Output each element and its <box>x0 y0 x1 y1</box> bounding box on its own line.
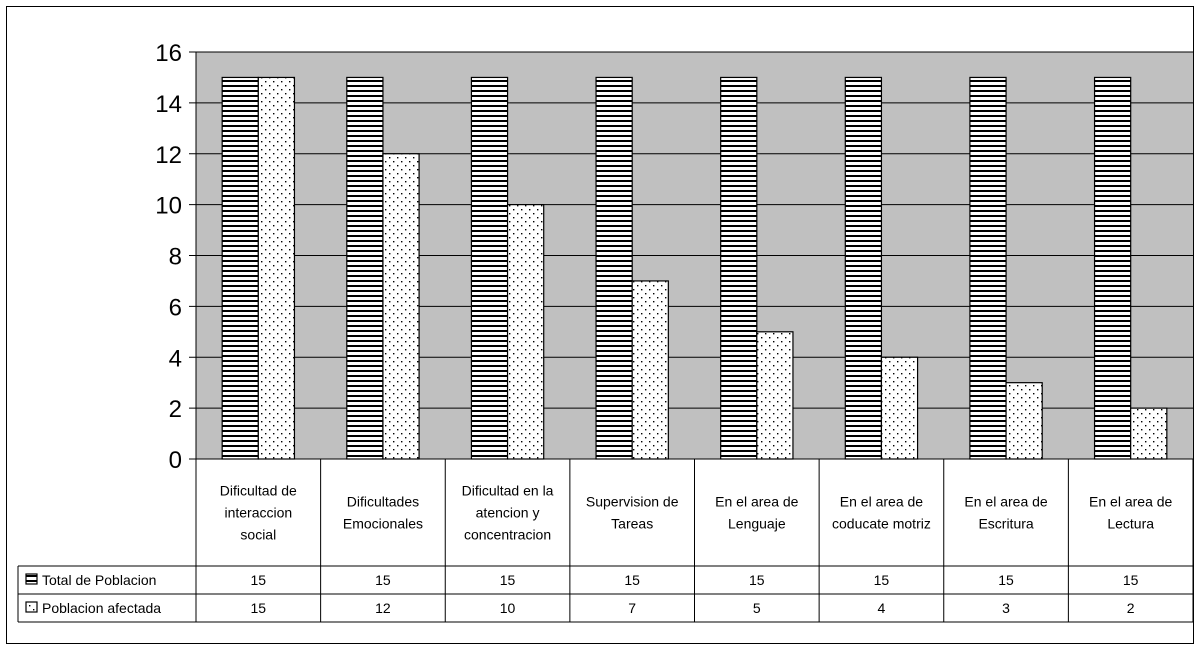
bar-total <box>720 76 758 460</box>
category-label: Tareas <box>611 516 653 532</box>
bar-afectada <box>756 331 794 460</box>
y-tick-label: 4 <box>169 345 182 372</box>
category-label: En el area de <box>1089 494 1172 510</box>
bar-total <box>595 76 633 460</box>
legend-key <box>25 573 38 585</box>
bar-total <box>844 76 883 460</box>
bar-afectada <box>880 356 919 460</box>
table-cell: 15 <box>998 572 1014 588</box>
table-cell: 5 <box>753 600 761 616</box>
table-cell: 15 <box>624 572 640 588</box>
table-cell: 7 <box>628 600 636 616</box>
category-label: atencion y <box>476 505 540 521</box>
y-tick-label: 14 <box>155 91 182 118</box>
table-cell: 15 <box>1123 572 1139 588</box>
table-cell: 4 <box>878 600 886 616</box>
bar-afectada <box>1130 407 1168 460</box>
category-label: Escritura <box>978 516 1033 532</box>
table-cell: 15 <box>500 572 516 588</box>
y-tick-label: 12 <box>155 142 182 169</box>
bar-total <box>221 76 259 460</box>
legend-label: Poblacion afectada <box>42 600 161 616</box>
category-label: Lectura <box>1107 516 1154 532</box>
bar-afectada <box>631 280 669 460</box>
table-cell: 15 <box>251 572 267 588</box>
y-tick-label: 16 <box>155 40 182 67</box>
legend-label: Total de Poblacion <box>42 572 156 588</box>
table-cell: 10 <box>500 600 516 616</box>
table-cell: 12 <box>375 600 391 616</box>
legend-key <box>25 601 38 613</box>
category-label: Emocionales <box>343 516 423 532</box>
category-label: Lenguaje <box>728 516 786 532</box>
bars <box>221 76 1168 460</box>
category-label: En el area de <box>715 494 798 510</box>
table-cell: 15 <box>251 600 267 616</box>
table-cell: 2 <box>1127 600 1135 616</box>
bar-total <box>346 76 384 460</box>
bar-afectada <box>506 204 545 460</box>
table-cell: 15 <box>874 572 890 588</box>
category-label: concentracion <box>464 527 551 543</box>
category-label: Supervision de <box>586 494 679 510</box>
y-tick-label: 8 <box>169 244 182 271</box>
category-label: Dificultad en la <box>462 483 554 499</box>
category-label: Dificultad de <box>220 483 297 499</box>
table-cell: 15 <box>375 572 391 588</box>
y-tick-label: 2 <box>169 396 182 423</box>
bar-total <box>470 76 509 460</box>
y-tick-label: 10 <box>155 193 182 220</box>
category-label: social <box>240 527 276 543</box>
y-tick-label: 0 <box>169 447 182 474</box>
bar-afectada <box>257 76 296 460</box>
bar-total <box>1093 76 1132 460</box>
table-cell: 3 <box>1002 600 1010 616</box>
data-table: Dificultad de interaccion social Dificultad… <box>17 458 1194 623</box>
table-cell: 15 <box>749 572 765 588</box>
bar-afectada <box>1005 382 1043 460</box>
bar-total <box>969 76 1007 460</box>
category-label: Dificultades <box>347 494 419 510</box>
bar-afectada <box>382 153 420 460</box>
y-tick-label: 6 <box>169 294 182 321</box>
category-label: En el area de <box>840 494 923 510</box>
y-axis: 0 2 4 6 8 10 12 14 16 <box>155 40 197 474</box>
category-label: interaccion <box>224 505 292 521</box>
category-label: En el area de <box>964 494 1047 510</box>
category-label: coducate motriz <box>832 516 931 532</box>
